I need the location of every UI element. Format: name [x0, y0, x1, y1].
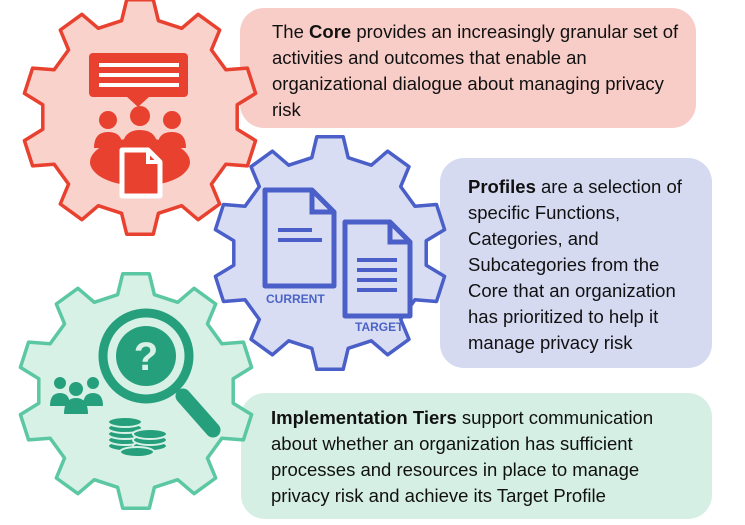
profiles-description-box: Profiles are a selection of specific Fun…	[440, 158, 712, 368]
document-icon	[119, 147, 163, 199]
current-label: CURRENT	[266, 292, 325, 306]
target-label: TARGET	[355, 320, 404, 334]
people-group-icon	[50, 377, 103, 414]
team-meeting-icon	[90, 106, 190, 186]
target-document-icon	[342, 219, 413, 319]
chat-bubble-icon	[89, 53, 188, 107]
core-term: Core	[309, 21, 352, 42]
profiles-text: are a selection of specific Functions, C…	[468, 176, 682, 353]
svg-text:?: ?	[134, 335, 158, 379]
tiers-text: support communication about whether an o…	[271, 407, 654, 506]
core-description-box: The Core provides an increasingly granul…	[240, 8, 696, 128]
tiers-term: Implementation Tiers	[271, 407, 457, 428]
current-document-icon	[262, 187, 337, 289]
question-magnifier-icon: ?	[98, 308, 221, 438]
core-pre: The	[272, 21, 310, 42]
coin-stack-icon	[107, 416, 168, 458]
tiers-description-box: Implementation Tiers support communicati…	[241, 393, 712, 519]
core-text: provides an increasingly granular set of…	[272, 21, 679, 120]
profiles-term: Profiles	[468, 176, 536, 197]
